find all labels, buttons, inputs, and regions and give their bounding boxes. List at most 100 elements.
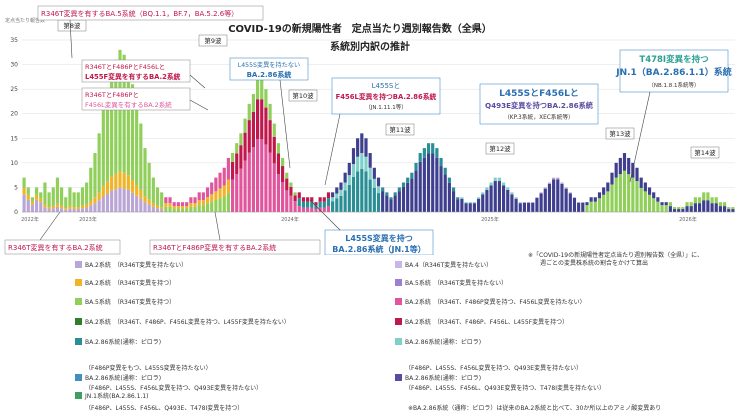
bar-segment [731, 207, 735, 210]
bar-segment [255, 99, 260, 140]
bar-segment [226, 179, 230, 194]
bar-segment [60, 205, 64, 209]
bar-segment [72, 209, 76, 212]
bar-segment [222, 196, 226, 212]
bar-segment [335, 198, 339, 212]
bar-segment [322, 197, 326, 202]
bar-segment [155, 187, 160, 206]
bar-segment [118, 187, 122, 212]
chart-subtitle: 系統別内訳の推計 [330, 40, 410, 53]
bar-segment [47, 192, 51, 208]
bar-segment [151, 203, 155, 207]
bar-segment [681, 209, 685, 212]
x-tick-label: 2024年 [281, 216, 299, 223]
bar-segment [93, 203, 97, 212]
bar-segment [168, 206, 172, 212]
bar-segment [439, 157, 443, 167]
bar-segment [672, 207, 677, 210]
annotation-box [149, 239, 321, 255]
bar-segment [593, 201, 597, 212]
bar-segment [26, 194, 30, 200]
annotation-text: L455Sと [372, 82, 401, 90]
bar-segment [51, 205, 55, 209]
bar-segment [72, 192, 76, 208]
bar-segment [364, 138, 368, 157]
bar-segment [39, 192, 43, 199]
bar-segment [697, 197, 702, 204]
bar-segment [22, 187, 26, 195]
bar-segment [431, 143, 435, 154]
bar-segment [222, 185, 226, 197]
bar-segment [347, 162, 351, 176]
bar-segment [314, 202, 318, 206]
bar-segment [314, 205, 318, 210]
annotation-box [479, 83, 599, 125]
annotation-leader [309, 199, 341, 231]
bar-segment [118, 171, 122, 188]
annotation-text: BA.2.86系統（JN.1等） [332, 244, 426, 254]
note-top: ※「COVID-19の新規陽性者定点当たり週別報告数（全県）」に、 [528, 252, 703, 259]
bar-segment [472, 202, 476, 204]
bar-segment [301, 197, 306, 202]
bar-segment [635, 181, 639, 212]
bar-segment [376, 193, 381, 212]
bar-segment [122, 188, 126, 212]
bar-segment [647, 187, 652, 195]
bar-segment [622, 153, 627, 171]
bar-segment [635, 167, 639, 182]
wave-label: 第12波 [489, 144, 511, 153]
bar-segment [439, 166, 443, 212]
legend-swatch [75, 279, 82, 286]
bar-segment [51, 187, 55, 206]
bar-segment [347, 175, 351, 185]
y-tick-label: 25 [10, 86, 18, 93]
bar-segment [147, 199, 151, 205]
bar-segment [714, 203, 718, 212]
bar-segment [364, 171, 368, 212]
bar-segment [164, 206, 168, 212]
annotation-box [4, 239, 121, 255]
bar-segment [493, 181, 497, 212]
bar-segment [485, 187, 489, 190]
bar-segment [376, 177, 381, 187]
bar-segment [76, 192, 80, 208]
annotation-leader [189, 99, 209, 111]
bar-segment [351, 176, 356, 212]
bar-segment [89, 205, 93, 212]
annotation-text: L455F変異を有するBA.2系統 [85, 72, 181, 81]
wave-label-box [288, 89, 318, 102]
bar-segment [606, 182, 610, 192]
bar-segment [522, 202, 527, 212]
bar-segment [310, 207, 314, 212]
bar-segment [360, 168, 364, 212]
bar-segment [589, 201, 593, 212]
bar-segment [481, 192, 485, 195]
bar-segment [97, 192, 101, 201]
bar-segment [722, 206, 727, 212]
bar-segment [539, 192, 543, 194]
bar-segment [597, 198, 602, 212]
bar-segment [97, 200, 101, 212]
bar-segment [306, 197, 310, 202]
bar-segment [160, 209, 164, 212]
bar-segment [264, 144, 268, 212]
bar-segment [422, 157, 426, 212]
bar-segment [672, 209, 677, 212]
annotation-text: Q493E変異を持つBA.2.86系統 [485, 101, 594, 110]
bar-segment [660, 202, 664, 206]
bar-segment [172, 202, 176, 207]
bar-segment [205, 197, 210, 204]
bar-segment [289, 186, 293, 196]
annotation-box [81, 59, 191, 83]
bar-segment [443, 174, 447, 212]
bar-segment [251, 111, 255, 148]
legend-swatch [75, 374, 82, 381]
bar-segment [401, 186, 406, 212]
bar-segment [235, 153, 239, 175]
bar-segment [76, 209, 80, 212]
annotation-text: L455S変異を持たない [238, 61, 301, 69]
annotation-text: JN.1（BA.2.86.1.1）系統 [615, 66, 732, 78]
bar-segment [406, 182, 410, 212]
bar-segment [693, 197, 697, 204]
